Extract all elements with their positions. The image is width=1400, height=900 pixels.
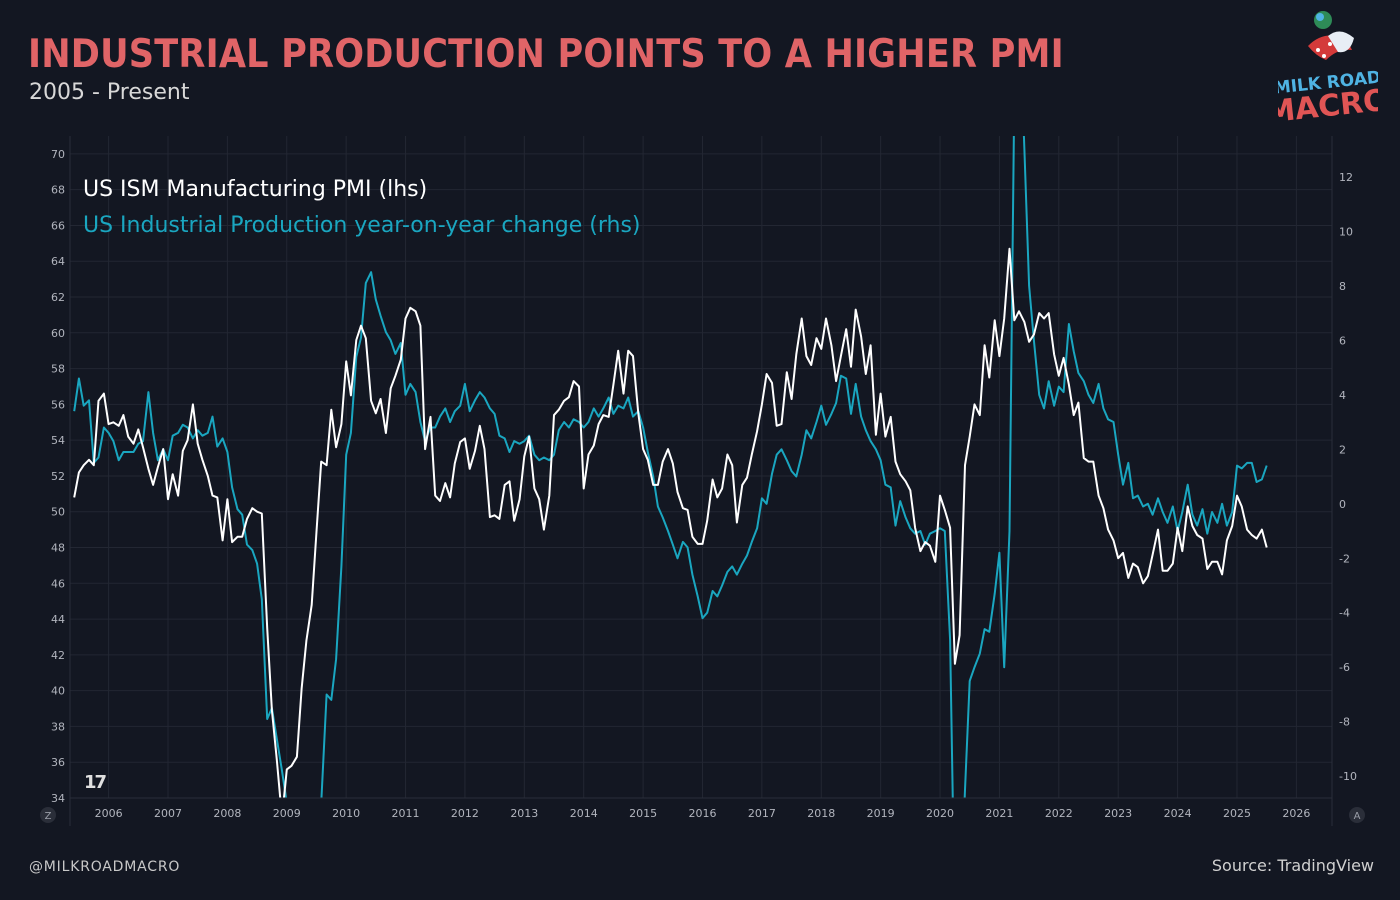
x-tick-label: 2017 <box>748 807 776 820</box>
left-tick-label: 36 <box>51 756 65 769</box>
x-tick-label: 2021 <box>985 807 1013 820</box>
right-tick-label: 12 <box>1339 171 1353 184</box>
right-tick-label: 0 <box>1339 498 1346 511</box>
x-tick-label: 2006 <box>95 807 123 820</box>
legend-ip: US Industrial Production year-on-year ch… <box>83 213 641 238</box>
x-tick-label: 2018 <box>807 807 835 820</box>
left-tick-label: 44 <box>51 613 65 626</box>
series-line-pmi <box>73 247 1268 798</box>
series-lines <box>73 136 1268 798</box>
right-tick-label: 10 <box>1339 225 1353 238</box>
x-tick-label: 2011 <box>392 807 420 820</box>
x-tick-label: 2007 <box>154 807 182 820</box>
left-tick-label: 54 <box>51 434 65 447</box>
axis-button-left-label: Z <box>45 811 52 822</box>
x-tick-label: 2024 <box>1164 807 1192 820</box>
x-tick-label: 2023 <box>1104 807 1132 820</box>
chart-subtitle: 2005 - Present <box>29 80 190 105</box>
grid-lines <box>70 136 1332 799</box>
left-axis: 34 36 38 40 42 44 46 48 50 52 54 56 58 60 62 64 66 68 70 <box>51 148 65 805</box>
x-tick-label: 2016 <box>688 807 716 820</box>
right-tick-label: -8 <box>1339 716 1350 729</box>
x-tick-label: 2009 <box>273 807 301 820</box>
social-handle: @MILKROADMACRO <box>29 859 181 875</box>
left-tick-label: 62 <box>51 291 65 304</box>
left-tick-label: 42 <box>51 649 65 662</box>
right-tick-label: 4 <box>1339 389 1346 402</box>
right-tick-label: -6 <box>1339 661 1350 674</box>
x-tick-label: 2010 <box>332 807 360 820</box>
left-tick-label: 58 <box>51 363 65 376</box>
chart-title: INDUSTRIAL PRODUCTION POINTS TO A HIGHER… <box>28 32 1064 77</box>
left-tick-label: 70 <box>51 148 65 161</box>
x-tick-label: 2019 <box>867 807 895 820</box>
left-tick-label: 34 <box>51 792 65 805</box>
x-axis: 2006 2007 2008 2009 2010 2011 2012 2013 2014 2015… <box>95 807 1311 820</box>
left-tick-label: 56 <box>51 398 65 411</box>
axis-button-right[interactable]: A <box>1349 807 1365 823</box>
left-tick-label: 52 <box>51 470 65 483</box>
left-tick-label: 46 <box>51 577 65 590</box>
x-tick-label: 2020 <box>926 807 954 820</box>
right-tick-label: -2 <box>1339 552 1350 565</box>
right-tick-label: 8 <box>1339 280 1346 293</box>
x-tick-label: 2015 <box>629 807 657 820</box>
source-note: Source: TradingView <box>1211 856 1374 875</box>
left-tick-label: 64 <box>51 255 65 268</box>
right-axis: -10 -8 -6 -4 -2 0 2 4 6 8 10 12 <box>1339 171 1357 783</box>
x-tick-label: 2025 <box>1223 807 1251 820</box>
x-tick-label: 2014 <box>570 807 598 820</box>
x-tick-label: 2012 <box>451 807 479 820</box>
right-tick-label: 2 <box>1339 443 1346 456</box>
left-tick-label: 68 <box>51 184 65 197</box>
left-tick-label: 48 <box>51 542 65 555</box>
left-tick-label: 66 <box>51 219 65 232</box>
right-tick-label: -4 <box>1339 607 1350 620</box>
x-tick-label: 2013 <box>510 807 538 820</box>
right-tick-label: 6 <box>1339 334 1346 347</box>
legend-pmi: US ISM Manufacturing PMI (lhs) <box>83 177 427 202</box>
axis-button-left[interactable]: Z <box>40 807 56 823</box>
x-tick-label: 2022 <box>1045 807 1073 820</box>
x-tick-label: 2026 <box>1282 807 1310 820</box>
left-tick-label: 38 <box>51 720 65 733</box>
milk-road-macro-logo: MILK ROAD MACRO <box>1278 11 1378 128</box>
left-tick-label: 60 <box>51 327 65 340</box>
left-tick-label: 40 <box>51 685 65 698</box>
plot-area-background <box>70 136 1332 798</box>
right-tick-label: -10 <box>1339 770 1357 783</box>
x-tick-label: 2008 <box>213 807 241 820</box>
axis-button-right-label: A <box>1354 811 1361 822</box>
tradingview-watermark: 17 <box>84 772 107 793</box>
left-tick-label: 50 <box>51 506 65 519</box>
legend: US ISM Manufacturing PMI (lhs) US Indust… <box>83 177 641 238</box>
